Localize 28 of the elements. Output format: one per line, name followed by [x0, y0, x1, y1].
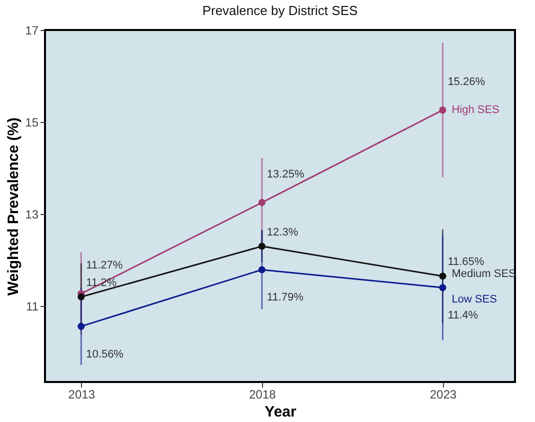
y-axis-title: Weighted Prevalence (%) [5, 117, 22, 296]
x-tick-label: 2018 [249, 388, 276, 402]
point [258, 266, 266, 274]
data-label: 15.26% [448, 76, 486, 88]
point [439, 106, 446, 114]
data-label: 13.25% [266, 168, 304, 181]
data-label: 12.3% [266, 226, 298, 238]
x-tick-label: 2013 [68, 388, 96, 402]
data-label: 11.27% [86, 260, 123, 272]
data-label: 10.56% [86, 348, 124, 360]
point [258, 199, 266, 206]
point [258, 242, 266, 250]
y-tick-label: 11 [26, 300, 39, 314]
series-label: Low SES [452, 294, 497, 306]
point [78, 293, 85, 300]
y-tick-label: 13 [25, 208, 39, 222]
point [439, 272, 446, 280]
x-tick-label: 2023 [430, 388, 457, 402]
point [78, 322, 85, 330]
data-label: 11.79% [266, 292, 304, 304]
data-label: 11.4% [448, 310, 478, 322]
x-axis-title: Year [264, 404, 297, 420]
series-label: High SES [452, 104, 500, 116]
data-label: 11.65% [448, 256, 484, 268]
chart-title: Prevalence by District SES [202, 3, 358, 18]
point [439, 284, 446, 292]
y-tick-label: 17 [25, 24, 39, 38]
y-tick-label: 15 [25, 116, 39, 130]
